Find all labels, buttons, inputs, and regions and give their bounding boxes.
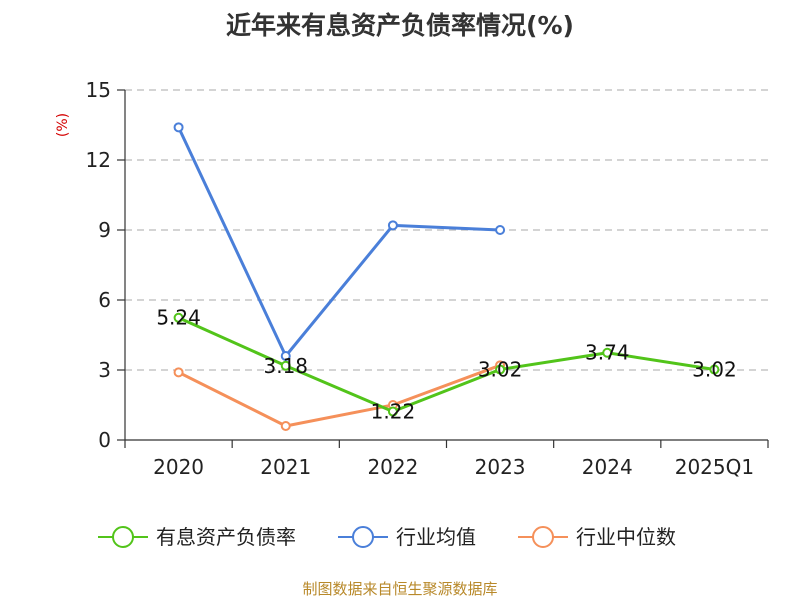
y-tick-label: 15 — [86, 78, 111, 102]
data-point — [602, 347, 613, 358]
chart-title: 近年来有息资产负债率情况(%) — [226, 11, 574, 40]
y-axis-unit: (%) — [55, 113, 71, 137]
series-line-2 — [177, 363, 501, 428]
data-point — [173, 312, 184, 323]
series-layer — [173, 122, 720, 431]
data-point — [495, 364, 506, 375]
legend-swatch-marker — [352, 526, 374, 548]
data-labels: 5.24 3.18 1.22 3.02 3.74 3.02 — [156, 306, 736, 424]
x-tick-label: 2020 — [153, 455, 204, 479]
legend-label: 行业中位数 — [576, 525, 676, 549]
data-point — [280, 351, 291, 361]
grid-lines — [125, 89, 768, 371]
series-line-0 — [177, 316, 715, 414]
y-tick-label: 0 — [98, 428, 111, 452]
data-point — [280, 360, 291, 371]
data-point — [173, 122, 184, 133]
source-note: 制图数据来自恒生聚源数据库 — [302, 580, 498, 598]
x-tick-label: 2024 — [582, 455, 633, 479]
legend: 有息资产负债率 行业均值 行业中位数 — [98, 525, 676, 549]
y-tick-label: 9 — [98, 218, 111, 242]
axes: 0 3 6 9 12 15 2020 2021 2022 2023 2024 2025Q1 (%) — [55, 78, 769, 479]
x-tick-label: 2022 — [367, 455, 418, 479]
legend-label: 行业均值 — [396, 525, 476, 549]
data-label: 3.02 — [478, 358, 523, 382]
data-point — [173, 367, 184, 378]
data-point — [387, 406, 398, 417]
data-label: 1.22 — [371, 400, 416, 424]
y-tick-label: 3 — [98, 358, 111, 382]
x-tick-label: 2023 — [475, 455, 526, 479]
series-line-1 — [177, 126, 501, 358]
legend-label: 有息资产负债率 — [156, 525, 296, 549]
y-tick-label: 12 — [86, 148, 111, 172]
data-label: 3.02 — [692, 358, 737, 382]
x-tick-label: 2025Q1 — [675, 455, 754, 479]
data-label: 5.24 — [156, 306, 201, 330]
legend-swatch-marker — [532, 526, 554, 548]
data-point — [280, 421, 291, 431]
data-label: 3.18 — [263, 354, 308, 378]
x-tick-label: 2021 — [260, 455, 311, 479]
data-point — [387, 220, 398, 231]
data-point — [495, 225, 506, 235]
data-label: 3.74 — [585, 341, 630, 365]
y-tick-label: 6 — [98, 288, 111, 312]
legend-swatch-marker — [112, 526, 134, 548]
data-point — [709, 364, 720, 375]
